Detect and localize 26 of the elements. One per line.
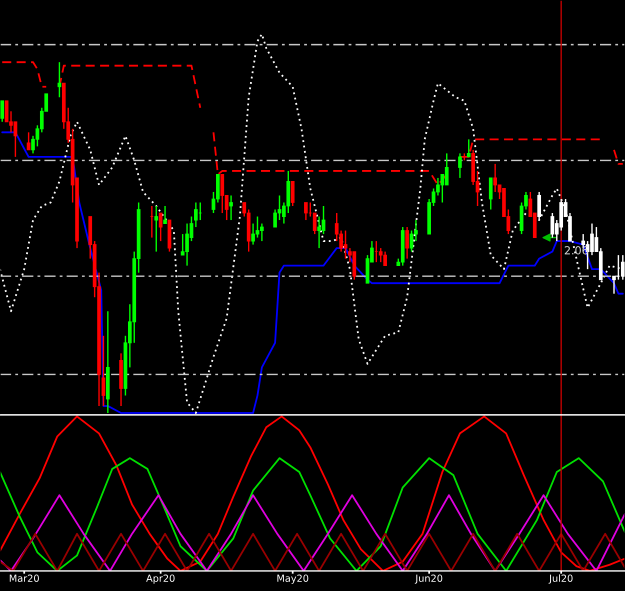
candlestick [158, 212, 162, 242]
candlestick [26, 132, 30, 151]
candlestick [0, 100, 4, 122]
x-tick-label: Mar20 [10, 574, 39, 582]
candlestick [378, 247, 383, 263]
candlestick [290, 180, 295, 207]
candlestick [466, 138, 471, 158]
candlestick [344, 230, 348, 260]
candlestick [537, 191, 542, 221]
candlestick [163, 205, 167, 224]
candlestick [304, 202, 308, 221]
x-tick-label: Jul20 [548, 574, 573, 584]
x-tick-label: May20 [277, 574, 308, 584]
candlestick [312, 212, 317, 235]
candlestick [383, 250, 387, 266]
candlestick [458, 152, 462, 179]
candlestick [229, 194, 233, 221]
candlestick [405, 226, 409, 260]
candlestick [493, 163, 498, 193]
candlestick [550, 212, 554, 238]
candlestick [154, 205, 158, 252]
candlestick [488, 177, 493, 210]
x-tick-label: Jun20 [414, 574, 442, 584]
candlestick [180, 233, 185, 256]
x-tick-label: Apr20 [146, 574, 175, 584]
candlestick [444, 152, 449, 186]
